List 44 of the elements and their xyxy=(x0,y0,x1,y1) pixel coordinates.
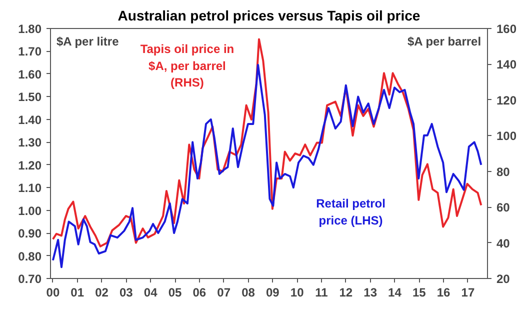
x-tick-label: 08 xyxy=(242,286,256,300)
y2-tick-label: 100 xyxy=(496,129,517,144)
y2-axis-title: $A per barrel xyxy=(407,34,482,48)
y2-tick-label: 80 xyxy=(496,164,510,179)
y-tick-label: 1.40 xyxy=(18,112,42,127)
x-tick-label: 11 xyxy=(315,286,328,300)
series-label: Tapis oil price in $A, per barrel (RHS) xyxy=(140,42,234,90)
x-tick-label: 15 xyxy=(412,286,426,300)
x-tick-label: 10 xyxy=(290,286,304,300)
x-tick-label: 00 xyxy=(46,286,60,300)
y-tick-label: 1.30 xyxy=(18,136,42,150)
y-tick-label: 1.50 xyxy=(18,90,42,104)
y2-tick-label: 120 xyxy=(496,93,517,108)
y2-tick-label: 140 xyxy=(496,58,517,72)
y-axis-title: $A per litre xyxy=(56,34,120,48)
y-tick-label: 1.60 xyxy=(18,67,42,82)
y-tick-label: 1.20 xyxy=(18,158,42,172)
x-tick-label: 02 xyxy=(95,286,109,300)
text: Retail petrol price (LHS) xyxy=(316,196,386,228)
x-tick-label: 04 xyxy=(144,286,158,300)
x-tick-label: 07 xyxy=(217,286,231,300)
y-tick-label: 1.00 xyxy=(18,204,42,218)
y2-tick-label: 40 xyxy=(496,236,510,250)
x-tick-label: 12 xyxy=(339,286,353,300)
x-tick-label: 03 xyxy=(120,286,134,300)
x-tick-label: 05 xyxy=(168,286,182,300)
y-tick-label: 1.70 xyxy=(18,44,42,59)
x-tick-label: 09 xyxy=(266,286,280,300)
x-tick-label: 16 xyxy=(436,286,451,300)
y2-tick-label: 60 xyxy=(496,200,510,215)
line-series xyxy=(52,38,482,248)
x-tick-label: 17 xyxy=(461,286,475,300)
x-tick-label: 01 xyxy=(70,286,84,300)
y-tick-label: 1.10 xyxy=(18,181,42,196)
x-tick-label: 14 xyxy=(388,286,402,300)
chart-title: Australian petrol prices versus Tapis oil price xyxy=(118,8,420,24)
y-tick-label: 0.70 xyxy=(18,272,42,286)
y2-tick-label: 160 xyxy=(496,22,517,36)
y-tick-label: 0.80 xyxy=(18,249,42,264)
y2-tick-label: 20 xyxy=(496,272,510,286)
y-tick-label: 0.90 xyxy=(18,226,42,241)
x-tick-label: 13 xyxy=(364,286,378,300)
x-tick-label: 06 xyxy=(192,286,206,300)
y-tick-label: 1.80 xyxy=(18,22,42,36)
